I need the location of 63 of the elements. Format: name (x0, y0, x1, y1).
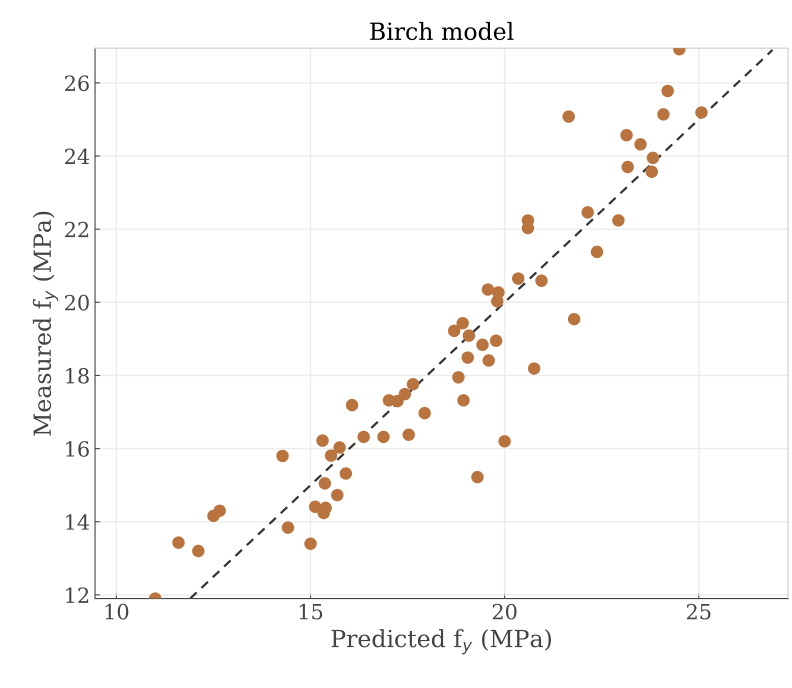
point (331, 488, 344, 502)
point (346, 398, 358, 412)
point (590, 246, 604, 258)
point (695, 106, 708, 119)
point (582, 206, 594, 219)
point (333, 441, 346, 454)
point (457, 394, 470, 407)
point (634, 138, 647, 151)
y-tick-label: 26 (65, 75, 89, 92)
point (498, 435, 511, 448)
point (448, 324, 460, 338)
y-tick-label: 12 (66, 587, 88, 603)
y-tick-label: 22 (65, 222, 88, 238)
point (491, 295, 504, 308)
point (612, 214, 625, 227)
y-tick-label: 16 (66, 441, 89, 457)
point (324, 449, 338, 462)
y-tick-label: 18 (66, 368, 89, 384)
point (304, 537, 317, 550)
point (402, 428, 415, 441)
point (172, 536, 185, 549)
y-tick-label: 14 (66, 514, 90, 530)
point (562, 110, 575, 123)
point (568, 312, 580, 326)
point (462, 351, 474, 364)
y-tick-label: 24 (65, 148, 90, 164)
point (452, 371, 465, 384)
x-tick-label: 10 (106, 604, 128, 620)
point (276, 450, 289, 462)
point (282, 521, 294, 534)
point (456, 316, 469, 330)
point (621, 160, 634, 174)
point (340, 467, 352, 480)
x-tick-label: 25 (686, 604, 710, 620)
point (535, 274, 548, 287)
point (406, 378, 420, 390)
point (482, 354, 495, 367)
point (661, 84, 674, 98)
y-axis-title: Measured f$_{y}$ (MPa) (32, 212, 58, 436)
point (620, 128, 633, 142)
point (646, 152, 660, 164)
point (391, 394, 404, 408)
x-axis-title: Predicted f$_{y}$ (MPa) (332, 629, 551, 654)
x-tick-label: 15 (300, 604, 322, 620)
point (418, 406, 431, 420)
point (462, 329, 476, 342)
y-tick-label: 20 (65, 294, 89, 311)
point (482, 283, 494, 296)
x-tick-label: 20 (492, 604, 516, 620)
point (192, 544, 205, 558)
point (476, 338, 489, 351)
point (528, 362, 540, 375)
point (213, 504, 226, 517)
point (316, 434, 329, 447)
point (318, 477, 332, 490)
point (646, 166, 658, 178)
point (357, 430, 370, 444)
point (512, 272, 524, 285)
point (657, 108, 670, 121)
point (377, 430, 390, 444)
point (490, 334, 502, 347)
chart-title: Birch model (370, 22, 514, 40)
point (471, 470, 484, 484)
